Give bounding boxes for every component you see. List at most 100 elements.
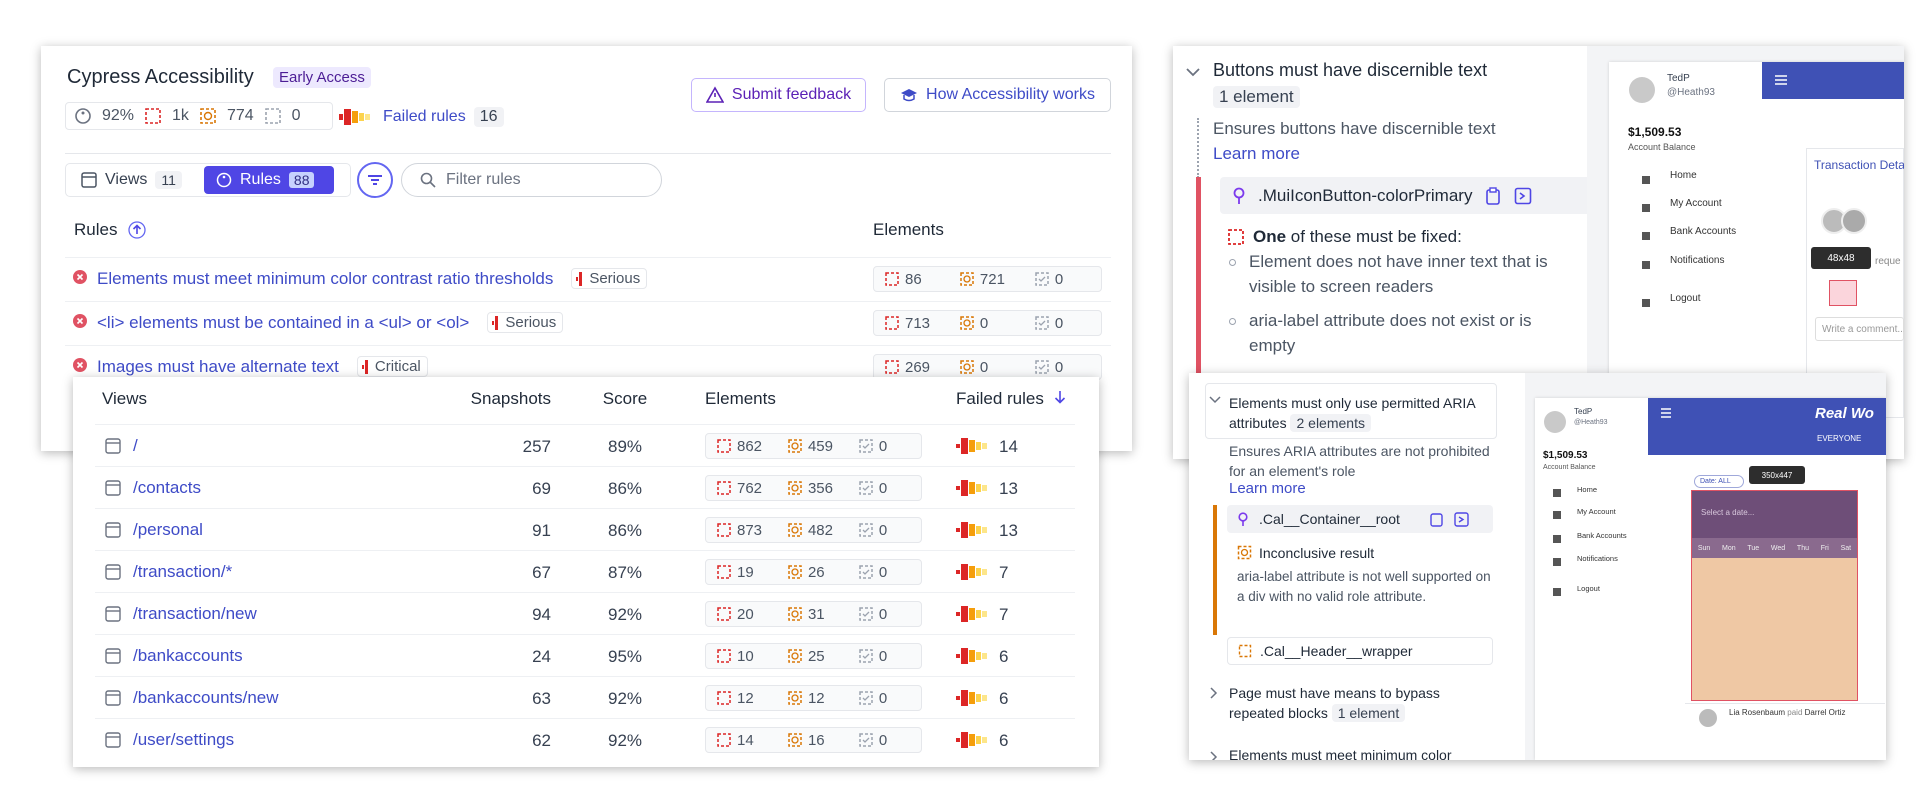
count-value: 269 bbox=[905, 358, 931, 376]
nav-icon bbox=[1553, 588, 1561, 596]
fix-strong: One bbox=[1253, 227, 1287, 246]
view-link[interactable]: /transaction/* bbox=[133, 562, 233, 581]
rules-tab-label[interactable]: Rules bbox=[240, 171, 281, 188]
column-header: Snapshots bbox=[470, 389, 551, 408]
learn-more[interactable]: Learn more bbox=[1229, 480, 1306, 497]
nav-item[interactable]: Notifications bbox=[1577, 554, 1618, 563]
nav-item[interactable]: My Account bbox=[1577, 507, 1616, 516]
count-value: 20 bbox=[737, 605, 754, 623]
incomplete-icon bbox=[788, 481, 802, 495]
count-value: 0 bbox=[878, 731, 888, 749]
column-header: Failed rules bbox=[956, 389, 1066, 409]
nav-icon bbox=[1641, 295, 1651, 313]
failed-rules-label[interactable]: Failed rules bbox=[383, 108, 466, 125]
elements-col: Elements bbox=[873, 220, 944, 239]
view-link[interactable]: / bbox=[133, 436, 138, 455]
failed-icon bbox=[956, 563, 990, 586]
rule-link[interactable]: <li> elements must be contained in a <ul… bbox=[97, 312, 470, 332]
request-text: reque bbox=[1875, 256, 1901, 267]
view-row: /user/settings 62 92% 14 16 0 6 bbox=[95, 718, 1075, 760]
rules-col-label[interactable]: Rules bbox=[74, 220, 118, 239]
learn-more[interactable]: Learn more bbox=[1213, 144, 1300, 163]
view-link[interactable]: /personal bbox=[133, 520, 203, 539]
nav-item[interactable]: My Account bbox=[1670, 198, 1722, 209]
view-link[interactable]: /bankaccounts bbox=[133, 646, 243, 665]
filter-input[interactable]: Filter rules bbox=[401, 163, 662, 197]
nav-item[interactable]: Logout bbox=[1577, 584, 1600, 593]
rules-rows: Elements must meet minimum color contras… bbox=[65, 257, 1111, 451]
detail-bottom-panel: Elements must only use permitted ARIA at… bbox=[1189, 373, 1886, 760]
failed-rules-icon bbox=[956, 606, 987, 622]
count: 0 bbox=[848, 522, 919, 539]
rule-link[interactable]: Images must have alternate text bbox=[97, 356, 339, 376]
nav-item[interactable]: Bank Accounts bbox=[1670, 226, 1737, 237]
nav-item[interactable]: Notifications bbox=[1670, 255, 1725, 266]
views-header: Views Snapshots Score Elements Failed rules bbox=[73, 389, 1099, 417]
divider bbox=[65, 153, 1111, 154]
passed-icon bbox=[859, 439, 873, 453]
element-counts: 20 31 0 bbox=[705, 601, 922, 627]
severity-icon bbox=[361, 359, 368, 374]
violation-icon bbox=[717, 523, 731, 537]
how-it-works-label[interactable]: How Accessibility works bbox=[926, 86, 1095, 103]
failed-rules[interactable]: Failed rules 16 bbox=[339, 107, 504, 127]
nav-item[interactable]: Logout bbox=[1670, 293, 1701, 304]
open-icon[interactable] bbox=[1514, 187, 1532, 205]
failed-rules-icon bbox=[956, 690, 987, 706]
how-it-works[interactable]: How Accessibility works bbox=[884, 78, 1111, 112]
comment-input[interactable]: Write a comment... bbox=[1815, 317, 1904, 341]
nav-item[interactable]: Home bbox=[1670, 170, 1697, 181]
views-tab-label[interactable]: Views bbox=[105, 171, 148, 188]
rule-description: Ensures buttons have discernible text bbox=[1213, 119, 1496, 138]
nav-item[interactable]: Home bbox=[1577, 485, 1598, 494]
rules-tab[interactable]: Rules 88 bbox=[204, 166, 334, 194]
count-value: 0 bbox=[878, 521, 888, 539]
violation-icon bbox=[717, 481, 731, 495]
app-balance: $1,509.53 bbox=[1543, 450, 1588, 461]
count: 862 bbox=[706, 438, 777, 455]
passed-icon bbox=[264, 108, 281, 124]
views-tab[interactable]: Views 11 bbox=[69, 166, 195, 194]
view-name: /user/settings bbox=[105, 730, 234, 750]
score: 87% bbox=[607, 563, 643, 582]
failed-rules-icon bbox=[956, 648, 987, 664]
count-value: 862 bbox=[737, 437, 763, 455]
element-counts: 862 459 0 bbox=[705, 433, 922, 459]
rules-col[interactable]: Rules bbox=[74, 220, 147, 240]
like-button[interactable] bbox=[1829, 280, 1857, 306]
view-link[interactable]: /user/settings bbox=[133, 730, 235, 749]
filter-button[interactable] bbox=[357, 162, 393, 198]
view-link[interactable]: /bankaccounts/new bbox=[133, 688, 279, 707]
weekday: Sun bbox=[1697, 544, 1711, 552]
violation-icon bbox=[885, 272, 899, 286]
copy-icon[interactable] bbox=[1429, 512, 1444, 527]
nav-icon bbox=[1553, 511, 1561, 519]
rule-link[interactable]: Elements must meet minimum color contras… bbox=[97, 268, 554, 288]
submit-feedback[interactable]: Submit feedback bbox=[691, 78, 866, 112]
view-link[interactable]: /contacts bbox=[133, 478, 202, 497]
submit-feedback-label[interactable]: Submit feedback bbox=[731, 86, 852, 103]
view-row: /transaction/* 67 87% 19 26 0 7 bbox=[95, 550, 1075, 592]
view-link[interactable]: /transaction/new bbox=[133, 604, 257, 623]
count-value: 12 bbox=[807, 689, 825, 707]
view-row: /bankaccounts/new 63 92% 12 12 0 6 bbox=[95, 676, 1075, 718]
selector: .Cal__Container__root bbox=[1227, 505, 1493, 533]
count-value: 0 bbox=[979, 314, 989, 332]
nav-item[interactable]: Bank Accounts bbox=[1577, 531, 1627, 540]
view-icon bbox=[105, 522, 121, 538]
count: 762 bbox=[706, 480, 777, 497]
view-name: /personal bbox=[105, 520, 203, 540]
error-icon bbox=[73, 313, 87, 333]
score: 92% bbox=[607, 689, 643, 708]
element-counts: 19 26 0 bbox=[705, 559, 922, 585]
open-icon[interactable] bbox=[1454, 511, 1469, 527]
views-rows: /257 89% 862 459 0 14/contacts 69 86% 762 356 0 13/… bbox=[95, 424, 1075, 760]
copy-icon[interactable] bbox=[1484, 186, 1502, 205]
date-filter[interactable]: Date: ALL bbox=[1694, 475, 1744, 488]
count-value: 12 bbox=[737, 689, 754, 707]
count: 19 bbox=[706, 564, 777, 581]
count-value: 459 bbox=[807, 437, 833, 455]
failed-count: 14 bbox=[999, 437, 1018, 456]
count-value: 19 bbox=[737, 563, 754, 581]
count-value: 10 bbox=[737, 647, 754, 665]
